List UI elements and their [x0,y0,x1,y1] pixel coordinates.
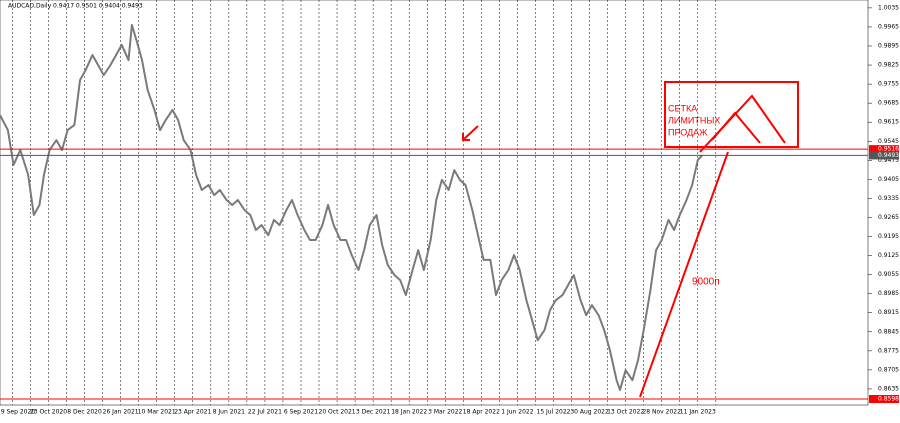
price-line [0,24,704,392]
y-tick-label: 0.9685 [878,100,899,107]
arrow-head [462,133,470,141]
x-tick-label: 23 Oct 2020 [30,409,67,416]
x-tick-label: 1 Jun 2022 [501,409,533,416]
box [664,81,799,148]
y-tick-label: 0.9755 [878,81,899,88]
x-tick-label: 20 Oct 2021 [319,409,356,416]
annotation: ЛИМИТНЫХ [668,115,720,125]
x-tick-label: 10 Mar 2021 [138,409,176,416]
y-tick-label: 0.8985 [878,290,899,297]
y-tick-label: 0.9895 [878,42,899,49]
trend-line [639,151,729,398]
price-label: 0.8598 [878,396,899,403]
y-tick-label: 0.9965 [878,23,899,30]
y-tick-label: 0.8635 [878,385,899,392]
x-tick-label: 22 Jul 2021 [248,409,282,416]
y-tick-label: 0.9125 [878,252,899,259]
y-tick-label: 1.0035 [878,4,899,11]
y-tick-label: 0.9195 [878,233,899,240]
y-tick-label: 0.8845 [878,328,899,335]
plot-area [0,0,869,406]
x-tick-label: 18 Apr 2022 [463,409,500,416]
y-tick-label: 0.9335 [878,195,899,202]
x-tick-label: 15 Jul 2022 [537,409,571,416]
x-tick-label: 18 Jan 2022 [391,409,427,416]
header: AUDCAD,Daily 0.9417 0.9501 0.9404 0.9493 [8,3,143,10]
price-label: 0.9493 [878,152,899,159]
y-tick-label: 0.9475 [878,157,899,164]
zigzag [711,111,761,144]
x-tick-label: 3 Dec 2021 [356,409,391,416]
y-tick-label: 0.9825 [878,62,899,69]
annotation: 9000п [692,277,720,288]
arrow [462,125,479,141]
annotation: СЕТКА [668,103,697,113]
x-tick-label: 23 Apr 2021 [174,409,211,416]
x-tick-label: 3 Mar 2022 [428,409,462,416]
x-tick-label: 6 Sep 2021 [284,409,318,416]
y-tick-label: 0.9615 [878,119,899,126]
x-tick-label: 8 Dec 2020 [67,409,102,416]
x-tick-label: 13 Oct 2022 [607,409,644,416]
y-tick-label: 0.9055 [878,271,899,278]
y-tick-label: 0.8775 [878,347,899,354]
annotation: ПРОДАЖ [668,127,708,137]
y-tick-label: 0.9265 [878,214,899,221]
x-tick-label: 9 Sep 2020 [1,409,35,416]
price-label-box [869,145,899,154]
y-tick-label: 0.8915 [878,309,899,316]
y-tick-label: 0.9545 [878,138,899,145]
x-tick-label: 26 Jan 2021 [103,409,139,416]
y-tick-label: 0.9405 [878,176,899,183]
price-label-box [869,395,899,404]
y-tick-label: 0.8705 [878,366,899,373]
price-label: 0.9516 [878,146,899,153]
x-tick-label: 30 Aug 2022 [570,409,609,416]
price-label-box [869,151,899,160]
x-tick-label: 11 Jan 2023 [680,409,716,416]
x-tick-label: 8 Jun 2021 [213,409,245,416]
drawings [462,81,799,398]
x-tick-label: 28 Nov 2022 [642,409,681,416]
